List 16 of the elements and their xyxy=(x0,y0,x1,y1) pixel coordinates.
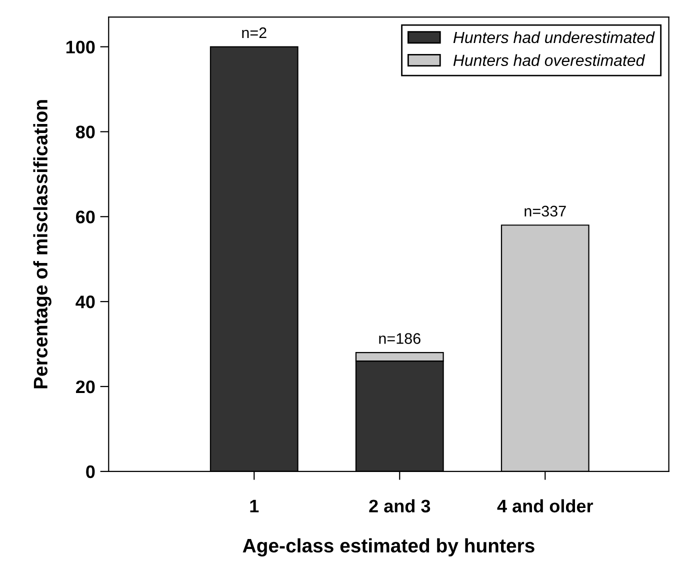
legend-label: Hunters had overestimated xyxy=(453,54,646,66)
annotation: n=337 xyxy=(524,206,566,217)
x-tick-label: 4 and older xyxy=(497,499,594,512)
y-tick-label: 80 xyxy=(76,126,95,138)
y-tick-label: 0 xyxy=(86,465,95,478)
annotation: n=2 xyxy=(242,27,266,38)
annotation: n=186 xyxy=(379,333,420,344)
y-tick-label: 60 xyxy=(76,210,95,224)
y-tick-label: 40 xyxy=(76,296,95,308)
x-tick-label: 2 and 3 xyxy=(369,499,430,513)
legend-label: Hunters had underestimated xyxy=(453,31,655,44)
y-axis-title: Percentage of misclassification xyxy=(33,100,52,388)
y-tick-label: 20 xyxy=(76,380,95,394)
x-axis-title: Age-class estimated by hunters xyxy=(242,538,534,556)
y-tick-label: 100 xyxy=(66,40,95,54)
x-tick-label: 1 xyxy=(250,500,259,512)
